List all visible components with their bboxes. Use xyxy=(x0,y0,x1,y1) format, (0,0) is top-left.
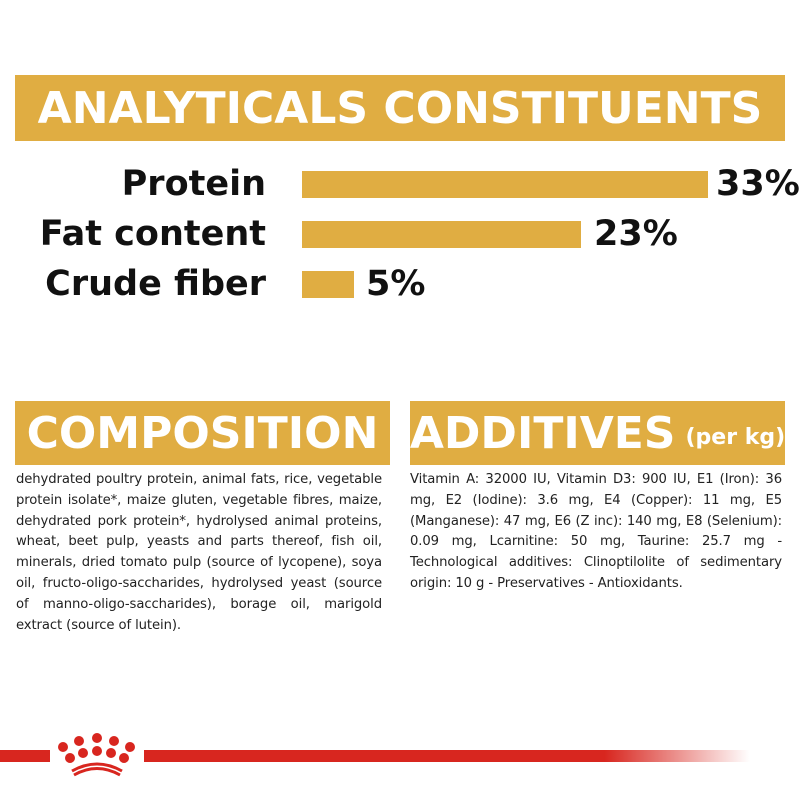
additives-subtitle: (per kg) xyxy=(685,424,786,450)
footer-line-right xyxy=(144,750,750,762)
row-label-protein: Protein xyxy=(121,164,266,204)
analyticals-title: ANALYTICALS CONSTITUENTS xyxy=(37,82,763,134)
composition-text: dehydrated poultry protein, animal fats,… xyxy=(16,472,382,633)
bar-fat xyxy=(302,221,581,248)
crown-icon xyxy=(58,733,135,777)
additives-banner: ADDITIVES (per kg) xyxy=(410,401,785,465)
row-label-fiber: Crude fiber xyxy=(45,264,266,304)
composition-title: COMPOSITION xyxy=(26,407,379,459)
value-protein: 33% xyxy=(716,164,800,204)
bar-protein xyxy=(302,171,708,198)
additives-text: Vitamin A: 32000 IU, Vitamin D3: 900 IU,… xyxy=(410,472,782,591)
value-fiber: 5% xyxy=(366,264,426,304)
value-fat: 23% xyxy=(594,214,678,254)
row-label-fat: Fat content xyxy=(39,214,266,254)
footer-line-left xyxy=(0,750,50,762)
additives-title: ADDITIVES xyxy=(409,407,676,459)
composition-banner: COMPOSITION xyxy=(15,401,390,465)
analyticals-banner: ANALYTICALS CONSTITUENTS xyxy=(15,75,785,141)
bar-fiber xyxy=(302,271,354,298)
